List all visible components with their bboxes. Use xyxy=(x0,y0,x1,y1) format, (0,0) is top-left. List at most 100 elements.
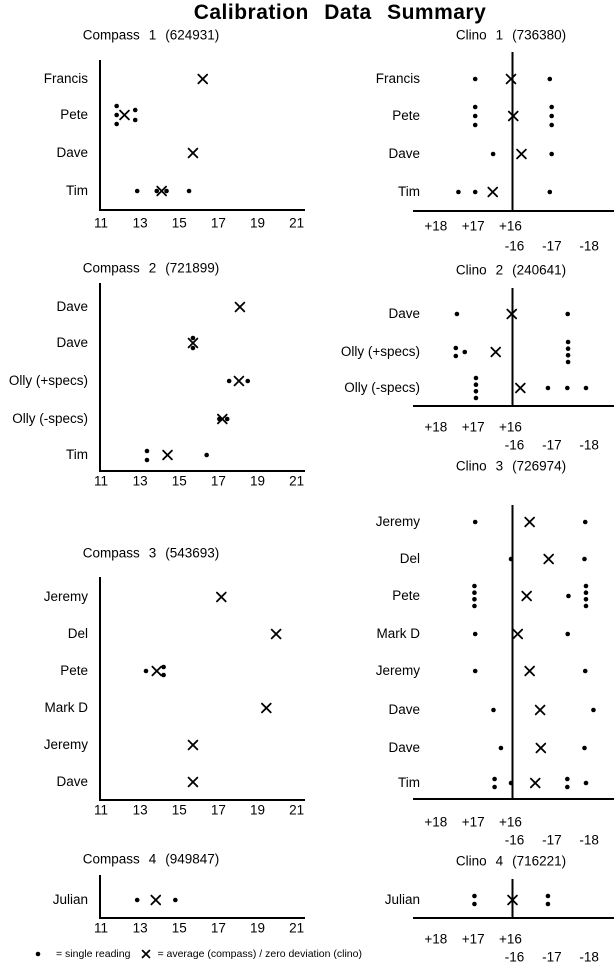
single-reading-dot xyxy=(453,353,459,359)
single-reading-dot xyxy=(472,901,477,907)
average-x-marker xyxy=(197,73,209,85)
single-reading-dot xyxy=(132,107,138,113)
row-label: Dave xyxy=(388,740,420,756)
row-label: Del xyxy=(67,626,88,642)
axis-tick-label: +16 xyxy=(498,218,522,234)
chart-number: 1 xyxy=(495,27,504,43)
single-reading-dot xyxy=(547,76,553,82)
row-label: Dave xyxy=(388,306,420,322)
single-reading-dot xyxy=(582,668,588,674)
axis-tick-label: 13 xyxy=(132,215,148,231)
axis-tick-label: +17 xyxy=(461,218,485,234)
chart-instrument: Clino xyxy=(455,853,487,869)
average-x-marker xyxy=(151,665,163,677)
row-label: Julian xyxy=(384,892,420,908)
page-title: Calibration Data Summary xyxy=(193,1,487,24)
axis-tick-label: +17 xyxy=(461,814,485,830)
row-label: Olly (-specs) xyxy=(12,411,88,427)
axis-tick-label: -16 xyxy=(504,832,525,848)
axis-tick-label: +17 xyxy=(461,931,485,947)
chart-serial: (949847) xyxy=(165,851,220,867)
axis-tick-label: 17 xyxy=(210,473,226,489)
single-reading-dot xyxy=(472,893,477,899)
row-label: Tim xyxy=(66,183,88,199)
single-reading-dot xyxy=(472,113,478,119)
chart-serial: (716221) xyxy=(512,853,567,869)
single-reading-dot-icon xyxy=(35,951,41,957)
single-reading-dot xyxy=(545,893,551,899)
single-reading-dot xyxy=(583,385,589,391)
single-reading-dot xyxy=(565,385,570,391)
axis-tick-label: 19 xyxy=(250,215,266,231)
row-label: Dave xyxy=(56,299,88,315)
zero-deviation-x-marker xyxy=(507,110,519,122)
chart-number: 4 xyxy=(148,851,157,867)
single-reading-dot xyxy=(565,784,570,790)
chart-number: 2 xyxy=(495,262,504,278)
single-reading-dot xyxy=(508,556,514,562)
single-reading-dot xyxy=(204,452,209,458)
chart-title: Clino 2 (240641) xyxy=(456,263,566,278)
axis-tick-label: -18 xyxy=(579,832,599,848)
single-reading-dot xyxy=(472,668,478,674)
zero-deviation-x-marker xyxy=(524,516,535,528)
axis-tick-label: +16 xyxy=(498,931,522,947)
single-reading-dot xyxy=(473,395,479,401)
single-reading-dot xyxy=(472,597,477,602)
chart-serial: (736380) xyxy=(512,27,567,43)
row-label: Tim xyxy=(398,775,420,791)
single-reading-dot xyxy=(583,590,589,595)
row-label: Tim xyxy=(66,447,88,463)
axis-tick-label: 15 xyxy=(171,802,187,818)
axis-tick-label: 13 xyxy=(132,473,148,489)
axis-tick-label: 11 xyxy=(93,920,109,936)
axis-tick-label: 19 xyxy=(250,473,266,489)
axis-tick-label: +18 xyxy=(424,419,448,435)
legend-dot-label: = single reading xyxy=(56,948,131,960)
single-reading-dot xyxy=(472,189,478,195)
axis-tick-label: +16 xyxy=(498,814,522,830)
chart-title: Compass 1 (624931) xyxy=(83,28,220,43)
single-reading-dot xyxy=(472,519,478,525)
single-reading-dot xyxy=(549,151,554,157)
row-label: Jeremy xyxy=(375,663,420,679)
single-reading-dot xyxy=(582,556,587,562)
single-reading-dot xyxy=(472,583,477,589)
axis-tick-label: 15 xyxy=(171,473,187,489)
axis-tick-label: -16 xyxy=(504,437,525,453)
single-reading-dot xyxy=(473,375,479,381)
row-label: Francis xyxy=(43,71,88,87)
axis-tick-label: -18 xyxy=(579,949,599,965)
axis-tick-label: 21 xyxy=(289,920,305,936)
row-label: Pete xyxy=(60,663,88,679)
single-reading-dot xyxy=(566,593,571,599)
axis-tick-label: 17 xyxy=(210,802,226,818)
single-reading-dot xyxy=(134,188,140,194)
axis-tick-label: -18 xyxy=(579,238,599,254)
row-label: Mark D xyxy=(376,626,421,642)
axis-tick-label: 21 xyxy=(289,473,305,489)
axis-tick-label: 11 xyxy=(93,473,109,489)
single-reading-dot xyxy=(473,382,479,388)
axis-tick-label: 21 xyxy=(289,215,305,231)
chart-serial: (240641) xyxy=(512,262,567,278)
single-reading-dot xyxy=(565,359,571,365)
row-label: Olly (-specs) xyxy=(344,380,420,396)
single-reading-dot xyxy=(472,603,477,609)
legend: = single reading = average (compass) / z… xyxy=(33,948,362,960)
axis-tick-label: 11 xyxy=(93,802,109,818)
average-x-icon xyxy=(142,949,151,959)
single-reading-dot xyxy=(186,188,192,194)
chart-title: Compass 4 (949847) xyxy=(83,852,220,867)
single-reading-dot xyxy=(134,897,140,903)
axis-tick-label: -17 xyxy=(542,238,562,254)
single-reading-dot xyxy=(591,707,596,713)
chart-title: Clino 4 (716221) xyxy=(456,854,566,869)
chart-title: Compass 2 (721899) xyxy=(83,261,220,276)
single-reading-dot xyxy=(492,784,497,790)
axis-tick-label: +18 xyxy=(424,814,448,830)
axis-tick-label: -17 xyxy=(542,832,562,848)
zero-deviation-x-marker xyxy=(516,148,527,160)
chart-serial: (543693) xyxy=(165,545,220,561)
